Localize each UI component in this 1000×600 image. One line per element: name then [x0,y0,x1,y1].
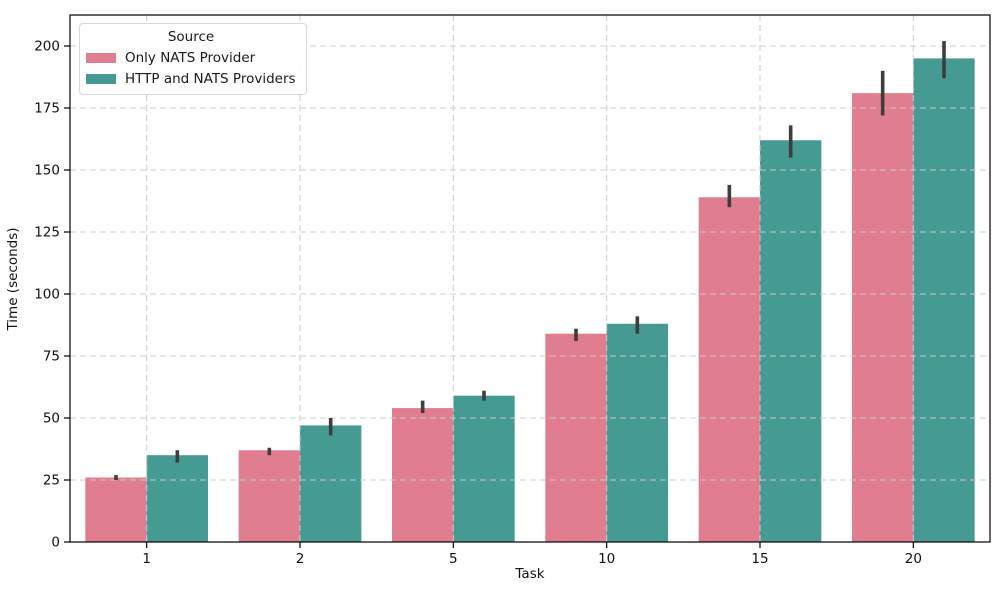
x-tick-label-20: 20 [905,551,922,567]
bar-http-nats-task-1 [146,455,208,542]
y-tick-label-25: 25 [43,473,60,489]
bar-only-nats-task-20 [852,93,914,543]
bar-only-nats-task-10 [545,333,607,542]
x-tick-label-5: 5 [449,551,458,567]
y-axis-label: Time (seconds) [5,227,21,331]
x-tick-label-2: 2 [296,551,305,567]
legend-swatch-only-nats-icon [86,53,116,63]
axes-spines [69,14,991,543]
tick-marks [64,45,914,548]
legend-item-http-nats: HTTP and NATS Providers [86,71,296,87]
plot-border [69,14,991,543]
legend-swatch-http-nats-icon [86,74,116,84]
vertical-gridlines [146,15,914,542]
y-tick-label-125: 125 [34,225,60,241]
legend-label-only-nats: Only NATS Provider [125,50,256,66]
bars-layer [85,58,975,543]
bar-http-nats-task-5 [453,395,515,542]
legend: Source Only NATS Provider HTTP and NATS … [79,23,307,95]
y-tick-label-150: 150 [34,163,60,179]
bar-only-nats-task-1 [85,477,147,542]
x-tick-label-1: 1 [142,551,151,567]
error-bars-layer [114,41,946,480]
legend-label-http-nats: HTTP and NATS Providers [125,71,296,87]
x-axis-label: Task [515,566,545,582]
y-tick-label-175: 175 [34,101,60,117]
y-tick-label-200: 200 [34,39,60,55]
x-tick-label-15: 15 [751,551,768,567]
legend-title: Source [167,29,215,45]
y-tick-label-75: 75 [43,349,60,365]
y-tick-label-0: 0 [51,535,60,551]
y-tick-label-100: 100 [34,287,60,303]
x-tick-label-10: 10 [598,551,615,567]
bar-only-nats-task-15 [698,197,760,542]
bar-http-nats-task-2 [300,425,362,542]
bar-http-nats-task-20 [913,58,975,543]
bar-http-nats-task-10 [606,323,668,542]
y-tick-label-50: 50 [43,411,60,427]
legend-item-only-nats: Only NATS Provider [86,50,296,66]
bar-http-nats-task-15 [760,140,822,543]
bar-only-nats-task-2 [238,450,300,542]
bar-only-nats-task-5 [392,408,454,542]
